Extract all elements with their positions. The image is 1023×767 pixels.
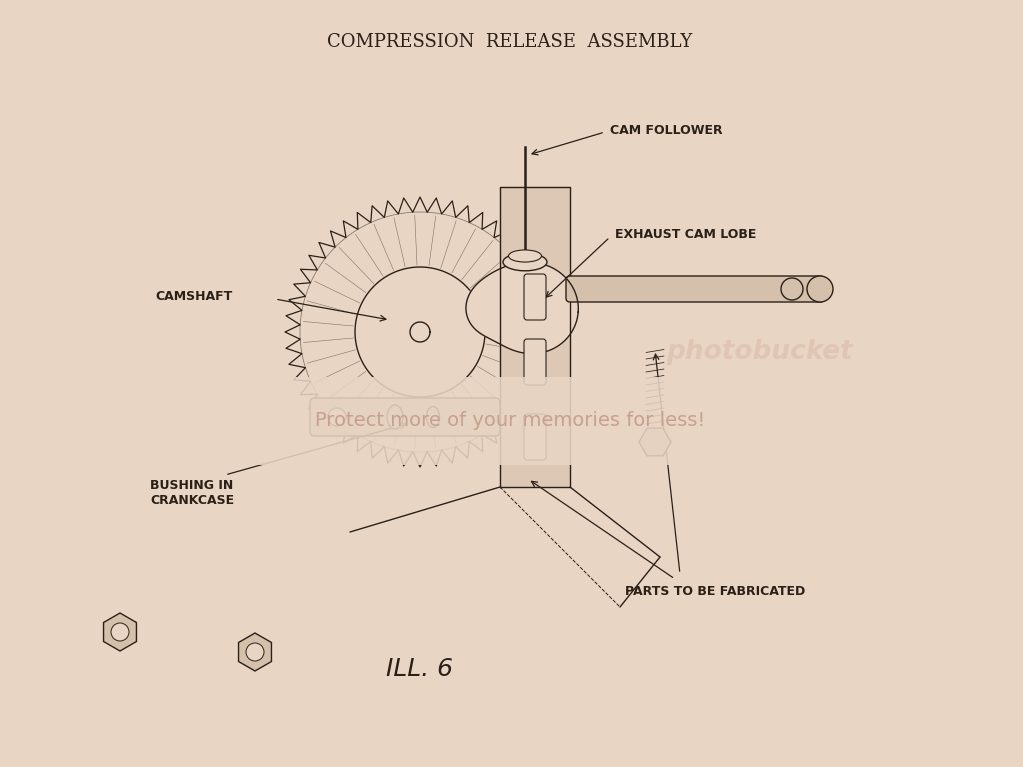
Bar: [0, 377, 1023, 465]
Text: PARTS TO BE FABRICATED: PARTS TO BE FABRICATED: [625, 585, 805, 598]
Text: CAMSHAFT: CAMSHAFT: [155, 291, 232, 304]
Ellipse shape: [427, 407, 440, 427]
FancyBboxPatch shape: [310, 398, 500, 436]
Ellipse shape: [387, 405, 403, 429]
Circle shape: [246, 643, 264, 661]
FancyBboxPatch shape: [566, 276, 824, 302]
Ellipse shape: [503, 253, 547, 271]
Circle shape: [328, 408, 346, 426]
Polygon shape: [465, 262, 578, 354]
Circle shape: [807, 276, 833, 302]
FancyBboxPatch shape: [524, 339, 546, 385]
Text: CAM FOLLOWER: CAM FOLLOWER: [610, 123, 722, 137]
Text: Protect more of your memories for less!: Protect more of your memories for less!: [315, 412, 705, 430]
Text: photobucket: photobucket: [667, 339, 853, 365]
Circle shape: [781, 278, 803, 300]
Text: BUSHING IN
CRANKCASE: BUSHING IN CRANKCASE: [150, 479, 234, 507]
Polygon shape: [103, 613, 136, 651]
Text: ILL. 6: ILL. 6: [387, 657, 453, 681]
Ellipse shape: [508, 250, 541, 262]
FancyBboxPatch shape: [524, 274, 546, 320]
Text: COMPRESSION  RELEASE  ASSEMBLY: COMPRESSION RELEASE ASSEMBLY: [327, 33, 693, 51]
Polygon shape: [500, 187, 570, 487]
Polygon shape: [238, 633, 271, 671]
Text: EXHAUST CAM LOBE: EXHAUST CAM LOBE: [615, 229, 756, 242]
FancyBboxPatch shape: [524, 414, 546, 460]
Circle shape: [112, 623, 129, 641]
Polygon shape: [639, 428, 671, 456]
